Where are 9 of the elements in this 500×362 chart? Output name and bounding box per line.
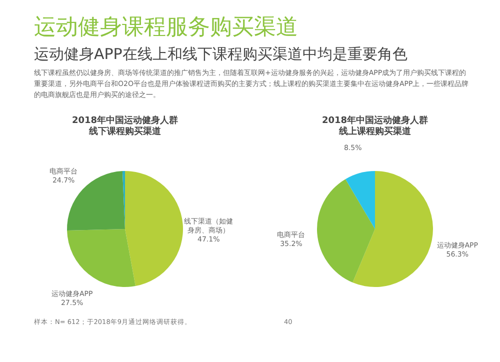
pie-slice xyxy=(345,171,375,229)
chart-title: 2018年中国运动健身人群线下课程购买渠道 xyxy=(72,115,178,137)
text: 运动健身课程服务购买渠道 xyxy=(34,14,299,42)
chart-title: 2018年中国运动健身人群线上课程购买渠道 xyxy=(322,115,428,137)
pie-slice xyxy=(67,229,136,287)
text: 运动健身APP在线上和线下课程购买渠道中均是重要角色 xyxy=(34,44,408,64)
pie-slice xyxy=(125,171,183,286)
pie-slice xyxy=(352,171,433,287)
pie-slice xyxy=(317,179,375,283)
